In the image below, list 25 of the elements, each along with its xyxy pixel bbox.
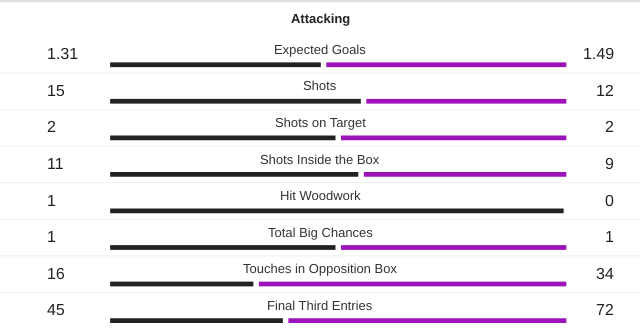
data-label: 1.31 (47, 46, 78, 63)
category-label: Total Big Chances (268, 225, 374, 240)
category-label: Expected Goals (274, 42, 366, 57)
category-label: Hit Woodwork (280, 188, 362, 203)
category-label: Shots (303, 78, 337, 93)
data-label: 1 (47, 193, 56, 210)
data-label: 45 (47, 302, 65, 319)
category-label: Final Third Entries (267, 298, 373, 313)
data-label: 11 (47, 156, 64, 173)
data-label: 2 (605, 119, 614, 136)
data-label: 1 (605, 229, 614, 246)
category-label: Shots Inside the Box (260, 152, 380, 167)
data-label: 9 (605, 156, 614, 173)
data-label: 15 (47, 83, 65, 100)
category-label: Touches in Opposition Box (243, 261, 398, 276)
data-label: 0 (605, 193, 614, 210)
data-label: 1.49 (583, 46, 614, 63)
data-label: 1 (47, 229, 56, 246)
data-label: 72 (596, 302, 614, 319)
category-label: Shots on Target (275, 115, 366, 130)
data-label: 34 (596, 266, 614, 283)
text: Attacking (291, 11, 350, 26)
data-label: 16 (47, 266, 65, 283)
data-label: 12 (596, 83, 614, 100)
data-label: 2 (47, 119, 56, 136)
